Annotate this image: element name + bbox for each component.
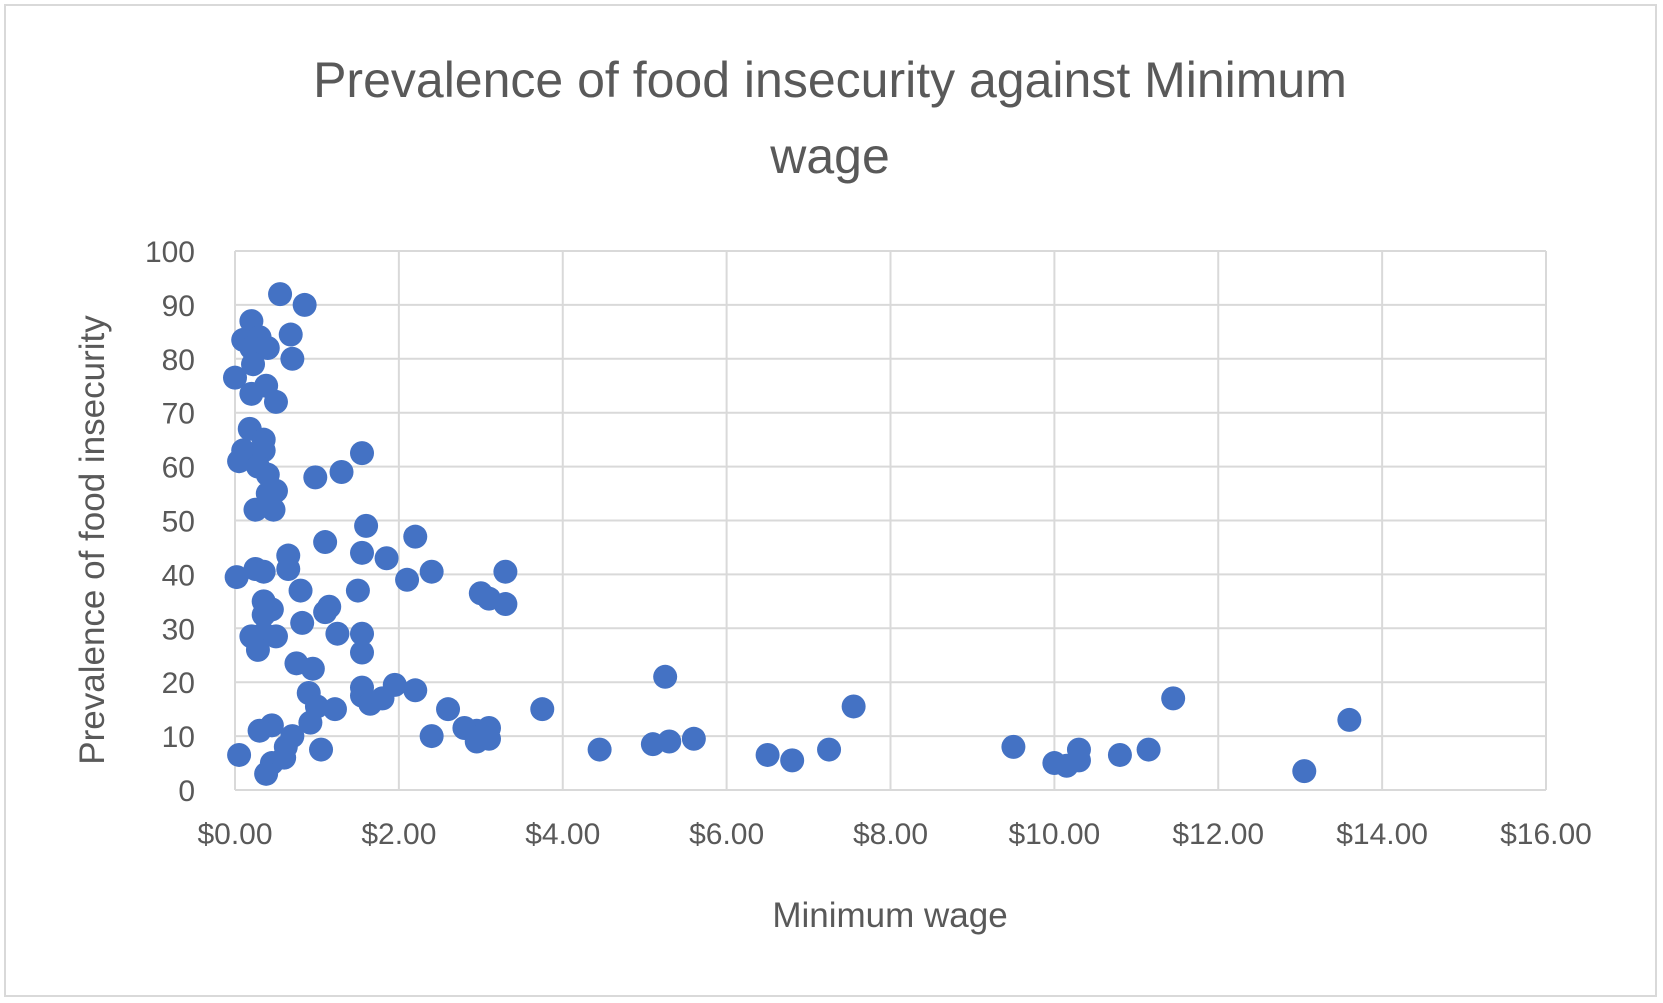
- y-tick-label: 50: [162, 506, 195, 539]
- data-point: [276, 557, 301, 582]
- data-point: [227, 449, 252, 474]
- data-point: [395, 567, 420, 592]
- gridlines: [234, 250, 1547, 791]
- data-point: [313, 600, 338, 625]
- data-point: [493, 592, 518, 617]
- data-point: [329, 459, 354, 484]
- data-point: [354, 513, 379, 538]
- data-point: [1136, 737, 1161, 762]
- x-tick-label: $6.00: [689, 818, 764, 851]
- data-point: [251, 602, 276, 627]
- data-point: [254, 761, 279, 786]
- data-point: [278, 322, 303, 347]
- y-axis-ticks: 0 10 20 30 40 50 60 70 80 90 100: [145, 236, 195, 808]
- data-point: [290, 610, 315, 635]
- data-point: [587, 737, 612, 762]
- data-point: [1001, 734, 1026, 759]
- x-tick-label: $0.00: [197, 818, 272, 851]
- data-point: [322, 697, 347, 722]
- data-point: [1337, 707, 1362, 732]
- x-tick-label: $8.00: [853, 818, 928, 851]
- y-tick-label: 70: [162, 398, 195, 431]
- data-point: [224, 565, 249, 590]
- data-point: [288, 578, 313, 603]
- y-tick-label: 90: [162, 290, 195, 323]
- x-tick-label: $16.00: [1500, 818, 1592, 851]
- data-point: [350, 540, 375, 565]
- data-point: [436, 697, 461, 722]
- data-point: [1161, 686, 1186, 711]
- x-axis-ticks: $0.00 $2.00 $4.00 $6.00 $8.00 $10.00 $12.00 $14…: [197, 818, 1591, 851]
- y-tick-label: 0: [178, 775, 195, 808]
- data-point: [841, 694, 866, 719]
- y-axis-title: Prevalence of food insecurity: [73, 315, 112, 765]
- x-tick-label: $14.00: [1336, 818, 1428, 851]
- data-point: [374, 546, 399, 571]
- data-point: [1107, 742, 1132, 767]
- data-point: [350, 621, 375, 646]
- data-point: [223, 365, 247, 390]
- chart-title-line-2: wage: [769, 128, 890, 184]
- data-points: [223, 282, 1362, 786]
- data-point: [780, 748, 805, 773]
- data-point: [268, 282, 293, 307]
- y-tick-label: 100: [145, 236, 195, 269]
- data-point: [653, 664, 678, 689]
- x-tick-label: $10.00: [1008, 818, 1100, 851]
- data-point: [280, 346, 305, 371]
- x-axis-title: Minimum wage: [772, 896, 1007, 935]
- data-point: [755, 742, 780, 767]
- data-point: [325, 621, 350, 646]
- data-point: [255, 336, 280, 361]
- data-point: [227, 742, 252, 767]
- data-point: [370, 686, 395, 711]
- x-tick-label: $12.00: [1172, 818, 1264, 851]
- data-point: [493, 559, 518, 584]
- data-point: [350, 640, 375, 665]
- data-point: [403, 524, 428, 549]
- y-tick-label: 10: [162, 721, 195, 754]
- data-point: [419, 724, 444, 749]
- data-point: [303, 465, 328, 490]
- data-point: [817, 737, 842, 762]
- y-tick-label: 40: [162, 559, 195, 592]
- x-tick-label: $2.00: [361, 818, 436, 851]
- data-point: [247, 718, 272, 743]
- data-point: [1066, 748, 1091, 773]
- chart-title-line-1: Prevalence of food insecurity against Mi…: [313, 52, 1347, 108]
- y-tick-label: 80: [162, 344, 195, 377]
- data-point: [403, 678, 428, 703]
- x-tick-label: $4.00: [525, 818, 600, 851]
- y-tick-label: 20: [162, 667, 195, 700]
- data-point: [292, 292, 317, 317]
- data-point: [241, 352, 266, 377]
- data-point: [263, 389, 288, 414]
- data-point: [530, 697, 555, 722]
- data-point: [345, 578, 370, 603]
- data-point: [313, 530, 338, 555]
- data-point: [261, 497, 286, 522]
- data-point: [350, 441, 375, 466]
- data-point: [309, 737, 334, 762]
- data-point: [263, 624, 288, 649]
- data-point: [245, 637, 270, 662]
- data-point: [657, 729, 682, 754]
- y-tick-label: 60: [162, 452, 195, 485]
- data-point: [681, 726, 706, 751]
- data-point: [239, 381, 264, 406]
- data-point: [272, 745, 297, 770]
- data-point: [1292, 759, 1317, 784]
- data-point: [419, 559, 444, 584]
- y-tick-label: 30: [162, 613, 195, 646]
- data-point: [251, 559, 276, 584]
- data-point: [477, 726, 502, 751]
- data-point: [243, 497, 268, 522]
- data-point: [300, 656, 325, 681]
- data-point: [298, 710, 323, 735]
